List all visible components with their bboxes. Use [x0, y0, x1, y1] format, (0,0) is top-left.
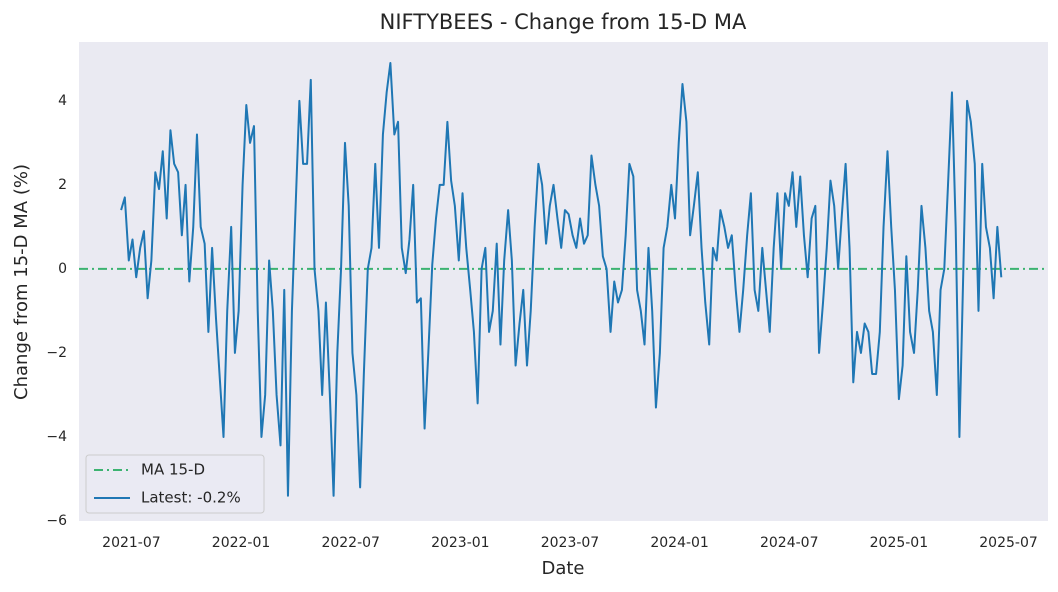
x-tick-label: 2024-07: [760, 535, 819, 551]
legend-box: [85, 454, 265, 514]
x-tick-label: 2022-07: [321, 535, 380, 551]
y-tick-label: −2: [46, 345, 67, 361]
x-tick-label: 2024-01: [650, 535, 709, 551]
y-axis-label: Change from 15-D MA (%): [11, 164, 32, 400]
y-tick-label: −4: [46, 429, 67, 445]
legend-label: Latest: -0.2%: [141, 489, 241, 507]
plot-area: [79, 42, 1048, 521]
x-tick-label: 2021-07: [102, 535, 161, 551]
chart-title: NIFTYBEES - Change from 15-D MA: [380, 10, 747, 34]
y-tick-label: 0: [58, 261, 67, 277]
legend-label: MA 15-D: [141, 461, 205, 479]
x-tick-label: 2023-07: [541, 535, 600, 551]
y-tick-label: 2: [58, 177, 67, 193]
x-axis-label: Date: [541, 558, 584, 579]
x-tick-label: 2025-01: [870, 535, 929, 551]
y-tick-label: 4: [58, 93, 67, 109]
x-tick-label: 2025-07: [979, 535, 1038, 551]
legend: MA 15-D Latest: -0.2%: [85, 454, 265, 514]
x-tick-label: 2022-01: [212, 535, 271, 551]
data-line: [120, 62, 1003, 497]
y-tick-label: −6: [46, 513, 67, 529]
x-tick-label: 2023-01: [431, 535, 490, 551]
